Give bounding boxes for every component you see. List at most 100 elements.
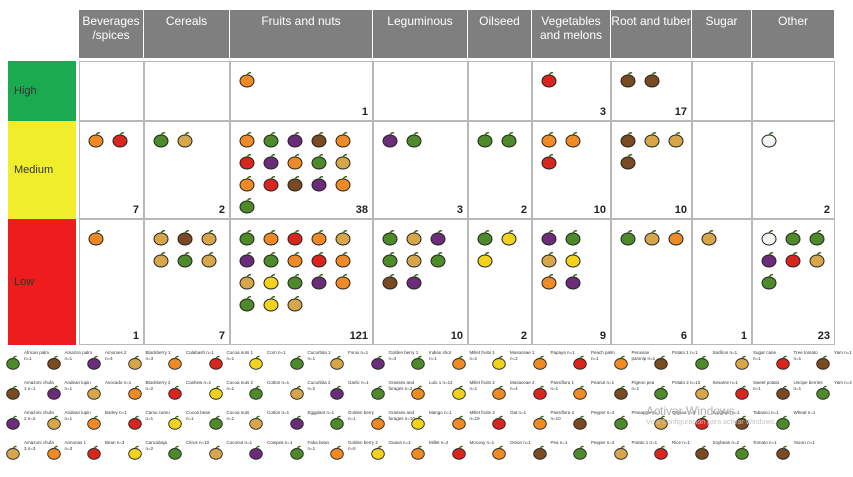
legend-item: Sugar cane n=1 bbox=[733, 350, 783, 378]
crop-icon bbox=[261, 152, 281, 172]
legend-label: Annonas 1 n=3 bbox=[64, 440, 87, 451]
crop-icon bbox=[288, 444, 306, 462]
legend-item: Musaceae 2 n=4 bbox=[490, 380, 540, 408]
legend-label: Sugar cane n=1 bbox=[753, 350, 777, 361]
legend-item: Yacon n=1 bbox=[774, 440, 824, 468]
crop-icon bbox=[207, 384, 225, 402]
legend-label: Uncipe berries n=1 bbox=[793, 380, 823, 391]
crop-icon bbox=[237, 228, 257, 248]
crop-icon bbox=[699, 228, 719, 248]
crop-icon bbox=[166, 414, 184, 432]
crop-icon bbox=[237, 294, 257, 314]
crop-icon bbox=[539, 228, 559, 248]
legend-label: Peanut n=1 bbox=[591, 380, 615, 385]
crop-icon bbox=[369, 384, 387, 402]
legend-label: Barley n=1 bbox=[105, 410, 127, 415]
legend-item: Uncipe berries n=1 bbox=[774, 380, 824, 408]
legend-label: Golden berry n=1 bbox=[348, 410, 375, 421]
crop-icon bbox=[199, 250, 219, 270]
cell-low-5: 9 bbox=[532, 219, 611, 345]
legend-label: Pepper n=4 bbox=[591, 410, 615, 415]
legend-item: Blackberry 2 n=2 bbox=[126, 380, 176, 408]
legend-label: Peach palm n=1 bbox=[591, 350, 615, 361]
cell-low-7: 1 bbox=[692, 219, 752, 345]
crop-icon bbox=[539, 152, 559, 172]
crop-icon bbox=[309, 130, 329, 150]
crop-icon bbox=[380, 130, 400, 150]
crop-icon bbox=[563, 272, 583, 292]
legend-item: Pepper n=4 bbox=[571, 410, 621, 438]
crop-icon bbox=[380, 228, 400, 248]
legend-item: Garlic n=1 bbox=[328, 380, 378, 408]
cell-low-4: 2 bbox=[468, 219, 532, 345]
crop-icon bbox=[733, 414, 751, 432]
legend-label: Calabash n=1 bbox=[186, 350, 214, 355]
cell-medium-4: 2 bbox=[468, 121, 532, 219]
crop-count: 1 bbox=[740, 330, 747, 342]
legend-item: Papaya n=1 bbox=[531, 350, 581, 378]
crop-icon bbox=[531, 354, 549, 372]
crop-icon bbox=[539, 70, 559, 90]
legend-label: Mango n=1 bbox=[429, 410, 452, 415]
legend-item: Yam n=1 bbox=[814, 350, 853, 378]
crop-icon bbox=[333, 174, 353, 194]
legend-label: Andean lupin n=1 bbox=[64, 380, 91, 391]
cell-medium-5: 10 bbox=[532, 121, 611, 219]
legend-label: African palm n=1 bbox=[24, 350, 50, 361]
legend-item: Millet n=2 bbox=[409, 440, 459, 468]
crop-count: 38 bbox=[355, 204, 368, 216]
legend-item: Millet fruits 3 n=19 bbox=[450, 410, 500, 438]
crop-icon bbox=[4, 384, 22, 402]
crop-icon bbox=[475, 130, 495, 150]
legend-item: Blackberry 1 n=3 bbox=[126, 350, 176, 378]
legend-label: Millet fruits 3 n=19 bbox=[469, 410, 495, 421]
crop-count: 9 bbox=[599, 330, 606, 342]
legend-label: Oat n=1 bbox=[510, 410, 527, 415]
cell-high-7 bbox=[692, 61, 752, 121]
crop-icon bbox=[126, 414, 144, 432]
legend-item: Andean lupin n=1 bbox=[45, 410, 95, 438]
legend-label: Tabasco n=1 bbox=[753, 410, 779, 415]
crop-count: 121 bbox=[349, 330, 368, 342]
crop-icon bbox=[85, 384, 103, 402]
legend-label: Quinoa n=1 bbox=[672, 410, 696, 415]
crop-icon bbox=[693, 384, 711, 402]
legend-item: Cocoa nuts 2 n=1 bbox=[207, 380, 257, 408]
cell-high-6: 17 bbox=[611, 61, 692, 121]
crop-icon bbox=[759, 250, 779, 270]
crop-icon bbox=[237, 174, 257, 194]
legend-item: Musaceae 1 n=2 bbox=[490, 350, 540, 378]
legend-item: Calabash n=1 bbox=[166, 350, 216, 378]
legend-item: Millet fruits 2 n=1 bbox=[450, 380, 500, 408]
crop-icon bbox=[652, 414, 670, 432]
cell-high-2: 1 bbox=[230, 61, 373, 121]
legend-label: Cashew n=1 bbox=[186, 380, 212, 385]
cell-low-8: 23 bbox=[752, 219, 835, 345]
legend-label: Sesame n=1 bbox=[712, 380, 738, 385]
legend-item: Faba bean n=1 bbox=[288, 440, 338, 468]
crop-icon bbox=[237, 70, 257, 90]
crop-icon bbox=[404, 250, 424, 270]
crop-icon bbox=[783, 228, 803, 248]
crop-icon bbox=[207, 444, 225, 462]
crop-icon bbox=[807, 250, 827, 270]
crop-icon bbox=[612, 444, 630, 462]
crop-icon bbox=[618, 228, 638, 248]
crop-icon bbox=[774, 414, 792, 432]
legend-item: Soybean n=2 bbox=[693, 440, 743, 468]
crop-icon bbox=[237, 196, 257, 216]
legend-item: Oat n=1 bbox=[490, 410, 540, 438]
legend-label: Potato 1 n=1 bbox=[631, 440, 658, 445]
crop-icon bbox=[309, 228, 329, 248]
crop-icon bbox=[499, 130, 519, 150]
cell-medium-7 bbox=[692, 121, 752, 219]
crop-icon bbox=[475, 250, 495, 270]
crop-icon bbox=[309, 152, 329, 172]
crop-icon bbox=[85, 354, 103, 372]
column-header-1: Cereals bbox=[144, 10, 230, 58]
cell-medium-0: 7 bbox=[79, 121, 144, 219]
cell-high-4 bbox=[468, 61, 532, 121]
cell-low-2: 121 bbox=[230, 219, 373, 345]
legend-item: Cotton n=1 bbox=[247, 410, 297, 438]
column-header-4: Oilseed bbox=[468, 10, 532, 58]
